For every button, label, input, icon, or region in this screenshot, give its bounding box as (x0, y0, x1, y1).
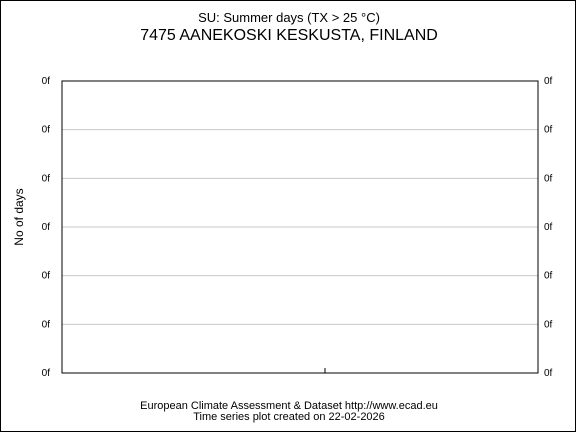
plot-area (61, 80, 539, 374)
y-tick-label-right: 0f (544, 173, 553, 184)
y-axis-right: 0f 0f 0f 0f 0f 0f 0f (544, 76, 553, 379)
y-tick-label-left: 0f (42, 271, 51, 282)
y-tick-label-left: 0f (42, 319, 51, 330)
y-tick-label-right: 0f (544, 76, 553, 87)
y-tick-label-left: 0f (42, 76, 51, 87)
y-tick-label-right: 0f (544, 271, 553, 282)
footer-created: Time series plot created on 22-02-2026 (193, 411, 385, 423)
chart-subtitle: 7475 AANEKOSKI KESKUSTA, FINLAND (140, 27, 438, 44)
y-axis-left: 0f 0f 0f 0f 0f 0f 0f (42, 76, 51, 379)
y-tick-label-left: 0f (42, 368, 51, 379)
y-tick-label-left: 0f (42, 222, 51, 233)
footer-source: European Climate Assessment & Dataset ht… (140, 400, 438, 412)
y-tick-label-right: 0f (544, 368, 553, 379)
y-tick-label-left: 0f (42, 125, 51, 136)
y-tick-label-right: 0f (544, 319, 553, 330)
y-tick-label-right: 0f (544, 125, 553, 136)
chart-title: SU: Summer days (TX > 25 °C) (198, 10, 380, 25)
y-tick-label-right: 0f (544, 222, 553, 233)
y-axis-label: No of days (12, 188, 26, 245)
grid-lines (62, 129, 538, 325)
y-tick-label-left: 0f (42, 173, 51, 184)
